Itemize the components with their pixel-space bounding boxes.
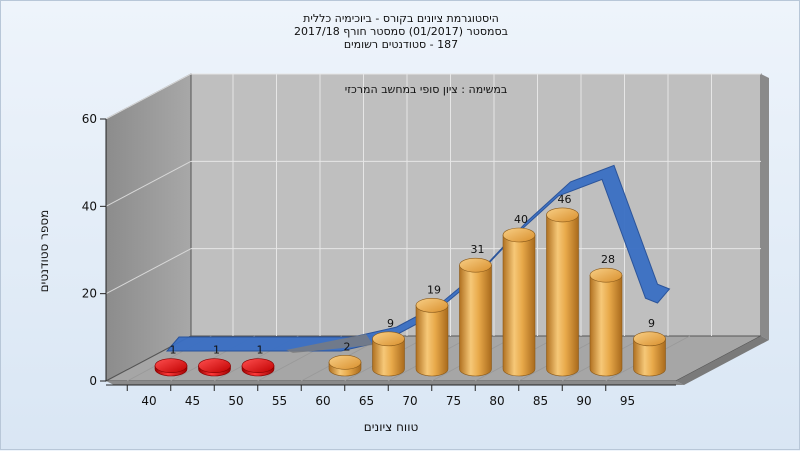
bar-body (589, 274, 623, 377)
bar-body (372, 338, 405, 377)
y-tick-label: 60 (82, 112, 97, 126)
chart-subtitle: במשימה : ציון סופי במחשב המרכזי (345, 83, 508, 96)
bar-value-label: 1 (213, 344, 220, 357)
bar-value-label: 31 (471, 243, 485, 256)
bar-body (415, 305, 449, 377)
y-tick-label: 0 (89, 374, 97, 388)
bar (415, 298, 449, 377)
chart-title-block: היסטוגרמת ציונים בקורס - ביוכימיה כללית … (1, 12, 800, 51)
bar-top (241, 358, 275, 373)
chart-title: היסטוגרמת ציונים בקורס - ביוכימיה כללית (303, 12, 499, 25)
bar-body (502, 234, 536, 377)
distribution-ribbon (165, 164, 671, 353)
bars (154, 207, 666, 377)
right-wall-edge (761, 74, 769, 340)
bar-top (459, 257, 492, 273)
left-wall (105, 73, 192, 382)
bar-top (154, 358, 188, 373)
y-tick-label: 40 (82, 199, 97, 213)
bar (589, 267, 623, 377)
bar-top (372, 331, 405, 347)
bar-body (459, 264, 492, 377)
gridline-left-wall (105, 73, 192, 120)
bar-value-label: 28 (601, 253, 615, 266)
bar (198, 358, 231, 377)
x-tick-label: 70 (402, 394, 417, 408)
floor-right-edge (676, 336, 769, 385)
x-tick-label: 80 (489, 394, 504, 408)
x-tick-label: 95 (620, 394, 635, 408)
bar (502, 227, 536, 377)
y-tick-label: 20 (82, 287, 97, 301)
bar-value-label: 9 (648, 317, 655, 330)
bar (328, 354, 362, 377)
x-tick-label: 60 (315, 394, 330, 408)
x-tick-label: 85 (533, 394, 548, 408)
x-tick-label: 75 (446, 394, 461, 408)
bar-top (589, 267, 623, 283)
x-tick-label: 40 (141, 394, 156, 408)
x-axis-title: טווח ציונים (364, 420, 419, 434)
bar-top (502, 227, 536, 243)
bar-body (546, 214, 579, 377)
bar-top (546, 207, 579, 223)
axes: 0 20 40 60 40 45 50 55 60 65 70 75 80 85 90 95 (82, 112, 676, 408)
bar (241, 358, 275, 377)
bar-top (198, 358, 231, 373)
bar-value-label: 1 (170, 344, 177, 357)
bar-value-label: 9 (387, 317, 394, 330)
bar (154, 358, 188, 377)
gridline-left-wall (105, 248, 192, 295)
labels: טווח ציונים מספר סטודנטים במשימה : ציון סו… (37, 83, 655, 434)
x-tick-label: 65 (359, 394, 374, 408)
bar (459, 257, 492, 377)
bar-top (415, 298, 449, 313)
x-tick-label: 45 (185, 394, 200, 408)
bar (372, 331, 405, 377)
bar-top (328, 354, 362, 370)
x-tick-label: 90 (576, 394, 591, 408)
bar-value-label: 19 (427, 283, 441, 296)
chart-title-semester: בסמסטר (01/2017) סמסטר חורף 2017/18 (294, 25, 508, 38)
floor-front-edge (106, 381, 684, 385)
gridline-left-wall (105, 160, 192, 207)
bar-value-label: 40 (514, 213, 528, 226)
bar (633, 331, 666, 377)
y-axis-title: מספר סטודנטים (37, 210, 51, 293)
bar-value-label: 1 (257, 344, 264, 357)
bar-value-label: 2 (344, 340, 351, 353)
bar (546, 207, 579, 377)
bar-body (633, 338, 666, 377)
ribbon-floor-shadow (286, 334, 373, 353)
bar-top (633, 331, 666, 347)
bar-value-label: 46 (558, 193, 572, 206)
chart-title-students: 187 - סטודנטים רשומים (343, 38, 459, 51)
x-tick-label: 55 (272, 394, 287, 408)
x-tick-label: 50 (228, 394, 243, 408)
